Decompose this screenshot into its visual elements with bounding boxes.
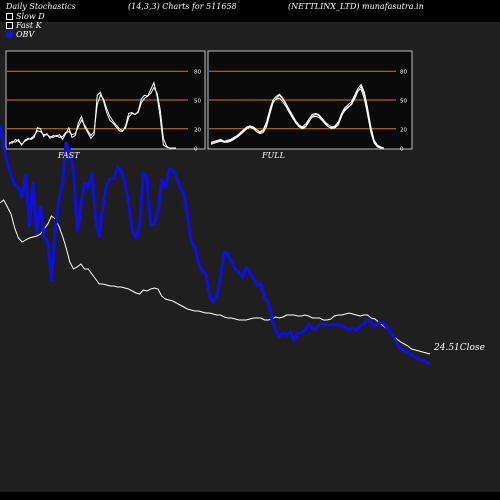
legend-fast-k-label: Fast K bbox=[16, 21, 42, 30]
full-y-tick-50: 50 bbox=[400, 99, 407, 105]
full-y-ticks: 80 50 20 0 bbox=[400, 70, 407, 153]
obv-line bbox=[0, 124, 431, 366]
price-close-line bbox=[0, 199, 431, 355]
legend-obv: OBV bbox=[6, 30, 34, 39]
fast-y-tick-80: 80 bbox=[194, 70, 201, 76]
fast-panel: 80 50 20 0 bbox=[5, 50, 206, 153]
close-price-label: 24.51Close bbox=[434, 343, 485, 353]
full-y-tick-0: 0 bbox=[400, 147, 404, 153]
fast-y-ticks: 80 50 20 0 bbox=[194, 70, 201, 153]
full-series-line-3 bbox=[210, 83, 385, 149]
header-params: (14,3,3) Charts for 511658 bbox=[128, 2, 237, 11]
full-y-tick-20: 20 bbox=[400, 127, 407, 133]
full-series-line-2 bbox=[210, 88, 384, 149]
legend-fast-k: Fast K bbox=[6, 21, 42, 30]
full-panel-label: FULL bbox=[262, 151, 285, 160]
header-company: (NETTLINX_LTD) munafasutra.in bbox=[288, 2, 424, 11]
fast-series-line-2 bbox=[8, 86, 176, 149]
full-y-tick-80: 80 bbox=[400, 70, 407, 76]
fast-k-swatch-icon bbox=[6, 22, 13, 29]
obv-swatch-icon bbox=[6, 31, 13, 38]
header-title: Daily Stochastics bbox=[6, 2, 76, 11]
fast-y-tick-20: 20 bbox=[194, 127, 201, 133]
legend-slow-d-label: Slow D bbox=[16, 12, 45, 21]
fast-y-tick-0: 0 bbox=[194, 147, 198, 153]
fast-y-tick-50: 50 bbox=[194, 99, 201, 105]
full-panel: 80 50 20 0 bbox=[207, 50, 413, 153]
fast-panel-label: FAST bbox=[58, 151, 80, 160]
legend-obv-label: OBV bbox=[16, 30, 35, 39]
full-series-lines bbox=[210, 83, 385, 149]
fast-series-lines bbox=[8, 81, 176, 149]
legend-slow-d: Slow D bbox=[6, 12, 45, 21]
slow-d-swatch-icon bbox=[6, 13, 13, 20]
